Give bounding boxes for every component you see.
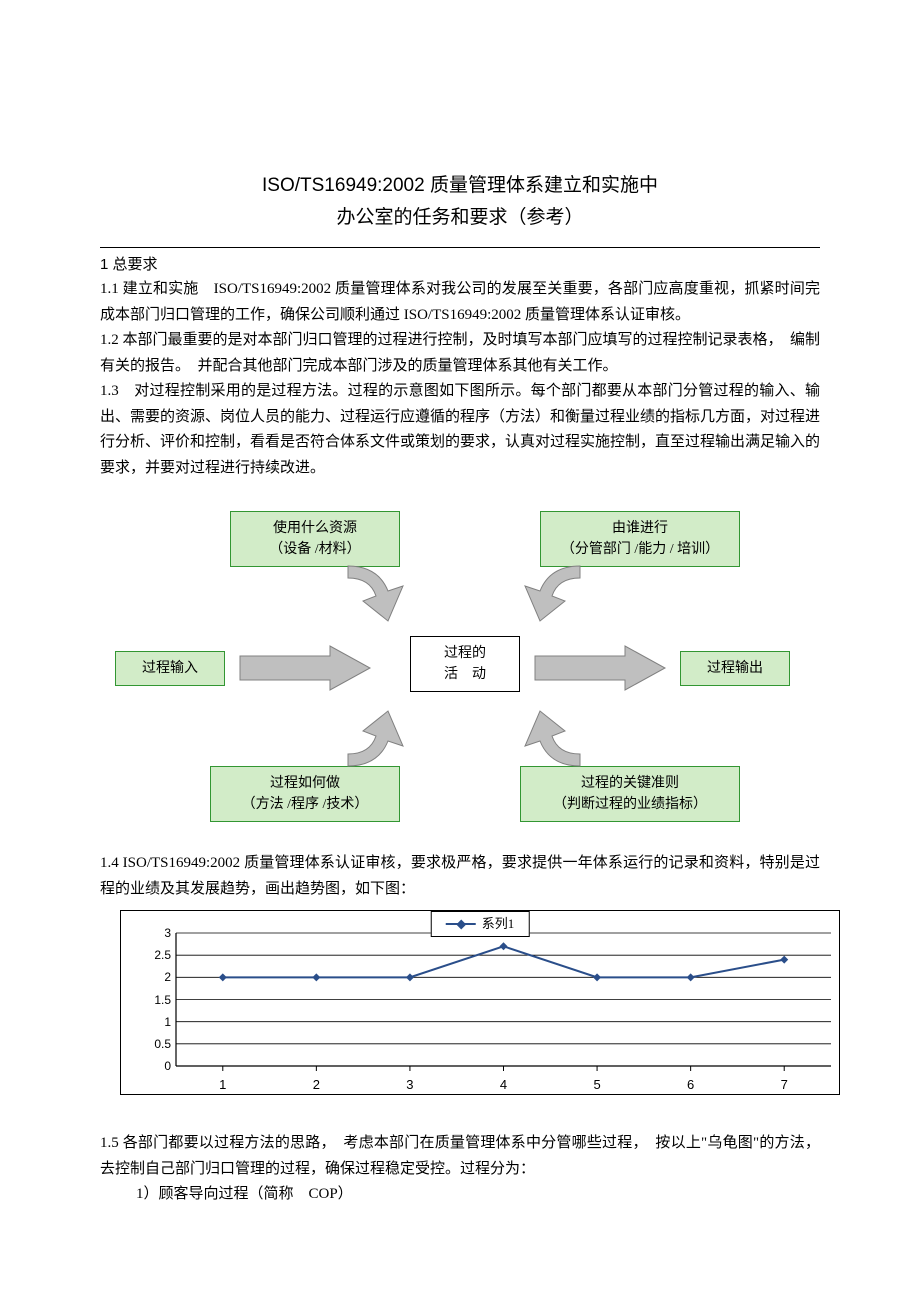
title-line-1: ISO/TS16949:2002 质量管理体系建立和实施中: [100, 170, 820, 202]
chart-legend: 系列1: [431, 911, 530, 937]
legend-marker-icon: [446, 923, 476, 925]
document-title: ISO/TS16949:2002 质量管理体系建立和实施中 办公室的任务和要求（…: [100, 170, 820, 235]
x-axis-label: 3: [406, 1074, 413, 1096]
paragraph-1-2: 1.2 本部门最重要的是对本部门归口管理的过程进行控制，及时填写本部门应填写的过…: [100, 328, 820, 379]
y-axis-label: 0: [164, 1056, 171, 1076]
x-axis-label: 5: [593, 1074, 600, 1096]
paragraph-1-1: 1.1 建立和实施 ISO/TS16949:2002 质量管理体系对我公司的发展…: [100, 277, 820, 328]
y-axis-label: 2: [164, 967, 171, 987]
y-axis-label: 2.5: [154, 945, 171, 965]
paragraph-1-4: 1.4 ISO/TS16949:2002 质量管理体系认证审核，要求极严格，要求…: [100, 851, 820, 902]
y-axis-label: 1.5: [154, 989, 171, 1009]
x-axis-label: 6: [687, 1074, 694, 1096]
paragraph-1-3: 1.3 对过程控制采用的是过程方法。过程的示意图如下图所示。每个部门都要从本部门…: [100, 379, 820, 481]
title-rule: [100, 247, 820, 248]
x-axis-label: 2: [313, 1074, 320, 1096]
legend-label: 系列1: [482, 913, 515, 935]
turtle-diagram: 使用什么资源 （设备 /材料） 由谁进行 （分管部门 /能力 / 培训） 过程输…: [100, 511, 820, 841]
section-1-header: 1 总要求: [100, 252, 820, 278]
y-axis-label: 1: [164, 1012, 171, 1032]
x-axis-label: 1: [219, 1074, 226, 1096]
chart-svg: [121, 911, 841, 1096]
paragraph-1-5: 1.5 各部门都要以过程方法的思路， 考虑本部门在质量管理体系中分管哪些过程， …: [100, 1131, 820, 1182]
x-axis-label: 7: [781, 1074, 788, 1096]
title-line-2: 办公室的任务和要求（参考）: [100, 202, 820, 234]
trend-chart: 系列1 0 0.5 1 1.5 2 2.5 3 1 2 3 4 5 6 7: [120, 910, 840, 1095]
y-axis-label: 3: [164, 923, 171, 943]
turtle-arrows: [100, 511, 820, 841]
x-axis-label: 4: [500, 1074, 507, 1096]
paragraph-1-5-sub1: 1）顾客导向过程（简称 COP）: [100, 1182, 820, 1208]
y-axis-label: 0.5: [154, 1034, 171, 1054]
